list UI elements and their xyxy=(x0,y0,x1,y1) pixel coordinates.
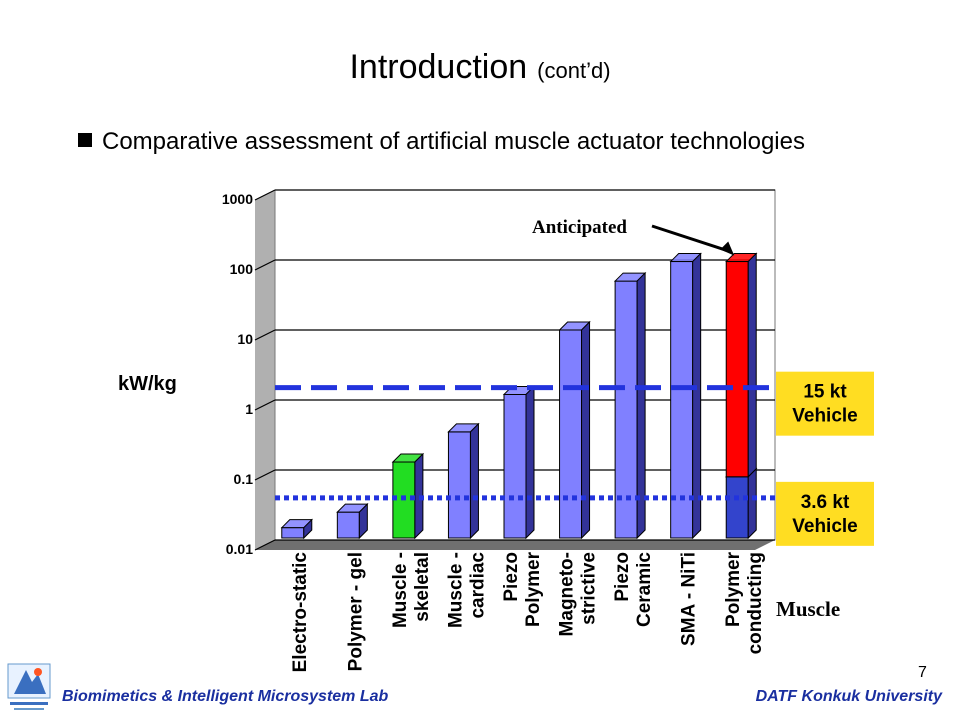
grid-line-side xyxy=(254,189,276,201)
bullet-square-icon xyxy=(78,133,92,147)
reference-label-box xyxy=(776,481,874,546)
chart-floor xyxy=(255,540,775,550)
grid-line-side xyxy=(254,329,276,341)
anticipated-annotation: Anticipated xyxy=(532,217,627,238)
bar-anticipated-side xyxy=(747,252,757,478)
x-tick-label-line: Polymer xyxy=(723,551,744,627)
footer-university: DATF Konkuk University xyxy=(755,688,942,705)
x-tick-label-line: Piezo xyxy=(612,552,633,602)
y-tick-label: 1 xyxy=(245,401,253,417)
x-tick-label-line: SMA - NiTi xyxy=(679,552,700,646)
bullet-item: Comparative assessment of artificial mus… xyxy=(78,128,805,156)
x-tick-label: SMA - NiTi xyxy=(679,552,700,646)
x-tick-label: Piezo Ceramic xyxy=(612,552,655,627)
x-tick-label-line: Muscle - xyxy=(390,552,411,628)
slide-title: Introduction xyxy=(349,48,528,86)
slide-subtitle: (cont’d) xyxy=(537,58,611,83)
bar-current xyxy=(725,476,749,539)
x-tick-label-line: Ceramic xyxy=(634,552,655,627)
grid-line-side xyxy=(254,539,276,551)
x-tick-label-line: Polymer xyxy=(523,551,544,627)
x-tick-label: Muscle - cardiac xyxy=(445,552,488,628)
bar-side xyxy=(525,385,535,540)
x-tick-label: Electro-static xyxy=(290,552,311,673)
reference-label: 15 kt xyxy=(803,382,847,403)
chart-side-wall xyxy=(255,190,275,550)
y-tick-label: 10 xyxy=(237,331,253,347)
y-tick-label: 1000 xyxy=(222,191,253,207)
x-axis-label: Muscle xyxy=(776,597,840,621)
footer-lab-name: Biomimetics & Intelligent Microsystem La… xyxy=(62,688,389,705)
x-tick-label: Magneto-strictive xyxy=(557,552,600,636)
page-number: 7 xyxy=(918,664,927,681)
x-tick-label-line: Magneto- xyxy=(557,552,578,636)
x-tick-label: Polymer conducting xyxy=(723,551,766,654)
slide-title-block: Introduction (cont’d) xyxy=(0,48,960,87)
x-tick-label-line: Polymer - gel xyxy=(345,552,366,671)
x-tick-label-line: Muscle - xyxy=(445,552,466,628)
bar-anticipated xyxy=(725,261,749,478)
x-tick-label-line: conducting xyxy=(745,552,766,654)
x-tick-label-line: Electro-static xyxy=(290,552,311,673)
y-tick-label: 100 xyxy=(230,261,254,277)
bar xyxy=(559,329,583,539)
grid-line-side xyxy=(254,469,276,481)
bar xyxy=(447,431,471,539)
x-tick-label-line: cardiac xyxy=(467,552,488,619)
x-tick-label-line: skeletal xyxy=(412,552,433,622)
reference-label: 3.6 kt xyxy=(801,492,850,513)
x-tick-label-line: strictive xyxy=(579,552,600,625)
grid-line-side xyxy=(254,399,276,411)
annotation-arrowhead xyxy=(720,241,735,256)
bar-side xyxy=(414,452,424,540)
bar-side xyxy=(358,502,368,540)
bullet-text: Comparative assessment of artificial mus… xyxy=(102,128,805,155)
reference-label: Vehicle xyxy=(792,516,858,537)
x-tick-label: Muscle - skeletal xyxy=(390,552,433,628)
bar xyxy=(503,393,527,539)
reference-label: Vehicle xyxy=(792,406,858,427)
reference-label-box xyxy=(776,371,874,436)
y-tick-label: 0.01 xyxy=(226,541,253,557)
x-tick-label-line: Piezo xyxy=(501,552,522,602)
bar xyxy=(281,527,305,539)
lab-logo-icon xyxy=(7,663,51,710)
bar-side xyxy=(636,271,646,540)
annotation-arrow xyxy=(651,224,731,253)
y-axis-label: kW/kg xyxy=(118,373,177,395)
x-tick-label: Polymer - gel xyxy=(345,552,366,671)
y-tick-label: 0.1 xyxy=(234,471,254,487)
bar-side xyxy=(581,320,591,540)
bar xyxy=(336,511,360,539)
bar-side xyxy=(303,518,313,540)
grid-line-side xyxy=(254,259,276,271)
bar-side xyxy=(469,422,479,540)
x-tick-label: Piezo Polymer xyxy=(501,551,544,627)
bar-side xyxy=(692,252,702,540)
bar-current-side xyxy=(747,467,757,540)
